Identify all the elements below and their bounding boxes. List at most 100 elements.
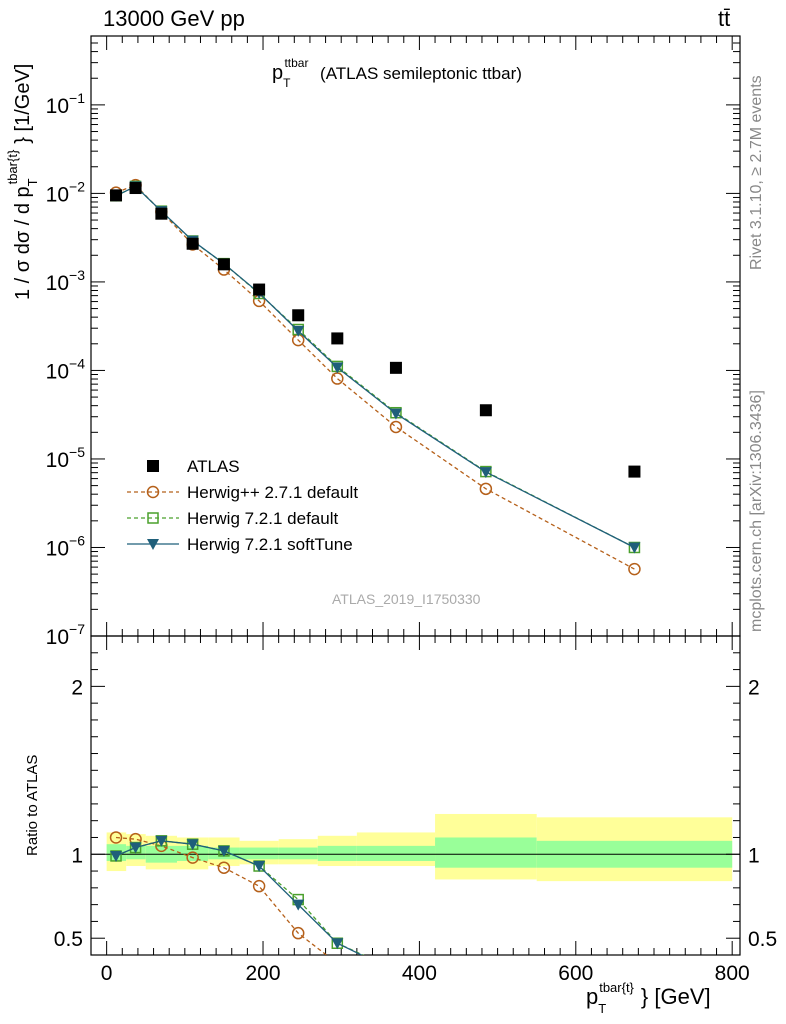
- ytick-label-exp: −1: [69, 90, 85, 106]
- ytick-label-base: 10: [46, 272, 69, 295]
- legend-label: Herwig 7.2.1 default: [187, 509, 338, 528]
- ratio-ytick-label-left: 2: [71, 676, 83, 699]
- header-final-state: tt̄: [718, 6, 731, 31]
- ytick-label-base: 10: [46, 95, 69, 118]
- band-inner-bin: [356, 845, 436, 861]
- ytick-label-exp: −3: [69, 267, 85, 283]
- watermark: ATLAS_2019_I1750330: [332, 591, 481, 607]
- chart-title-sub: T: [283, 76, 291, 90]
- ratio-point: [109, 831, 123, 844]
- data-point: [479, 482, 493, 496]
- xtick-label: 400: [402, 962, 437, 985]
- ratio-point: [129, 842, 142, 854]
- ratio-point: [291, 926, 305, 940]
- chart-title-rest: (ATLAS semileptonic ttbar): [320, 64, 522, 83]
- ratio-series-herwig-7-2-1-softtune: [110, 835, 364, 955]
- ratio-point: [292, 899, 305, 911]
- ytick-label: 10−2: [46, 178, 86, 206]
- side-mcplots: mcplots.cern.ch [arXiv:1306.3436]: [748, 390, 765, 632]
- data-point: [129, 182, 142, 195]
- ratio-point: [252, 879, 266, 893]
- ratio-series-herwig-2-7-1-default: [109, 831, 328, 955]
- side-rivet-version: Rivet 3.1.10, ≥ 2.7M events: [748, 75, 765, 270]
- ytick-label-base: 10: [46, 449, 69, 472]
- chart-title-sup: ttbar: [284, 56, 309, 70]
- legend-label: Herwig++ 2.7.1 default: [187, 483, 358, 502]
- ytick-label-exp: −6: [69, 532, 85, 548]
- data-point: [253, 283, 266, 296]
- data-point: [292, 325, 305, 337]
- ratio-point: [110, 850, 123, 862]
- band-inner-bin: [177, 845, 209, 861]
- ytick-label-base: 10: [46, 626, 69, 649]
- legend: ATLAS Herwig++ 2.7.1 default Herwig 7.2.1 …: [127, 457, 358, 554]
- data-point: [292, 309, 305, 322]
- data-point: [628, 562, 641, 576]
- xtick-label: 200: [246, 962, 281, 985]
- ratio-ylabel: Ratio to ATLAS: [24, 754, 41, 856]
- band-inner-bin: [278, 847, 318, 860]
- data-point: [628, 465, 641, 478]
- ratio-point: [217, 861, 231, 874]
- ytick-label: 10−7: [46, 621, 86, 649]
- ratio-ytick-label-right: 2: [748, 676, 760, 699]
- ytick-label: 10−1: [46, 90, 86, 118]
- data-point: [628, 542, 641, 554]
- data-point: [331, 362, 344, 374]
- ytick-label-exp: −5: [69, 444, 85, 460]
- ratio-series: [109, 831, 365, 955]
- ytick-label-exp: −2: [69, 178, 85, 194]
- ratio-ytick-label-left: 0.5: [54, 928, 83, 951]
- data-point: [479, 467, 492, 479]
- ratio-frame: [90, 635, 741, 956]
- data-point: [186, 237, 199, 250]
- ytick-label: 10−6: [46, 532, 86, 560]
- data-point: [331, 372, 344, 385]
- data-point: [155, 207, 168, 220]
- series-atlas: [110, 182, 641, 478]
- main-yaxis-ticks: 10−110−210−310−410−510−610−7: [46, 42, 740, 649]
- ytick-label-base: 10: [46, 537, 69, 560]
- ratio-point: [186, 851, 199, 864]
- chart-title: pTttbar (ATLAS semileptonic ttbar): [272, 56, 522, 90]
- ratio-point: [186, 839, 199, 851]
- legend-label: Herwig 7.2.1 softTune: [187, 535, 353, 554]
- ytick-label-base: 10: [46, 360, 69, 383]
- legend-marker: [147, 539, 159, 550]
- data-point: [479, 404, 492, 417]
- xtick-label: 800: [715, 962, 750, 985]
- ratio-series-line: [115, 836, 328, 955]
- main-series: [109, 178, 641, 576]
- legend-marker: [147, 460, 159, 472]
- data-point: [389, 420, 403, 434]
- band-inner-bin: [317, 845, 357, 861]
- ytick-label: 10−5: [46, 444, 86, 472]
- data-point: [217, 258, 230, 271]
- legend-marker: [147, 512, 159, 524]
- ratio-point: [253, 861, 266, 873]
- ytick-label: 10−4: [46, 355, 86, 383]
- ratio-yaxis-ticks: 0.5 0.5 1 1 2 2: [54, 652, 777, 951]
- ytick-label: 10−3: [46, 267, 86, 295]
- ratio-point: [217, 845, 230, 857]
- xtick-label: 0: [101, 962, 113, 985]
- xaxis-label: pTtbar{t}} [GeV]: [586, 980, 711, 1016]
- ratio-ytick-label-right: 1: [748, 844, 760, 867]
- data-point: [110, 189, 123, 202]
- data-point: [389, 408, 402, 420]
- ytick-label-exp: −7: [69, 621, 85, 637]
- ratio-point: [331, 938, 344, 950]
- xaxis-ticks: 0 200 400 600 800: [101, 36, 750, 985]
- uncertainty-band: [106, 813, 733, 882]
- main-ylabel: 1 / σ dσ / d pTtbar{t}} [1/GeV]: [5, 63, 40, 300]
- data-point: [389, 361, 402, 374]
- header-process: 13000 GeV pp: [103, 6, 245, 31]
- ytick-label-base: 10: [46, 183, 69, 206]
- chart-title-main: p: [272, 62, 284, 84]
- xtick-label: 600: [558, 962, 593, 985]
- legend-label: ATLAS: [187, 457, 240, 476]
- ratio-point: [155, 835, 168, 847]
- ratio-ytick-label-left: 1: [71, 844, 83, 867]
- ytick-label-exp: −4: [69, 355, 85, 371]
